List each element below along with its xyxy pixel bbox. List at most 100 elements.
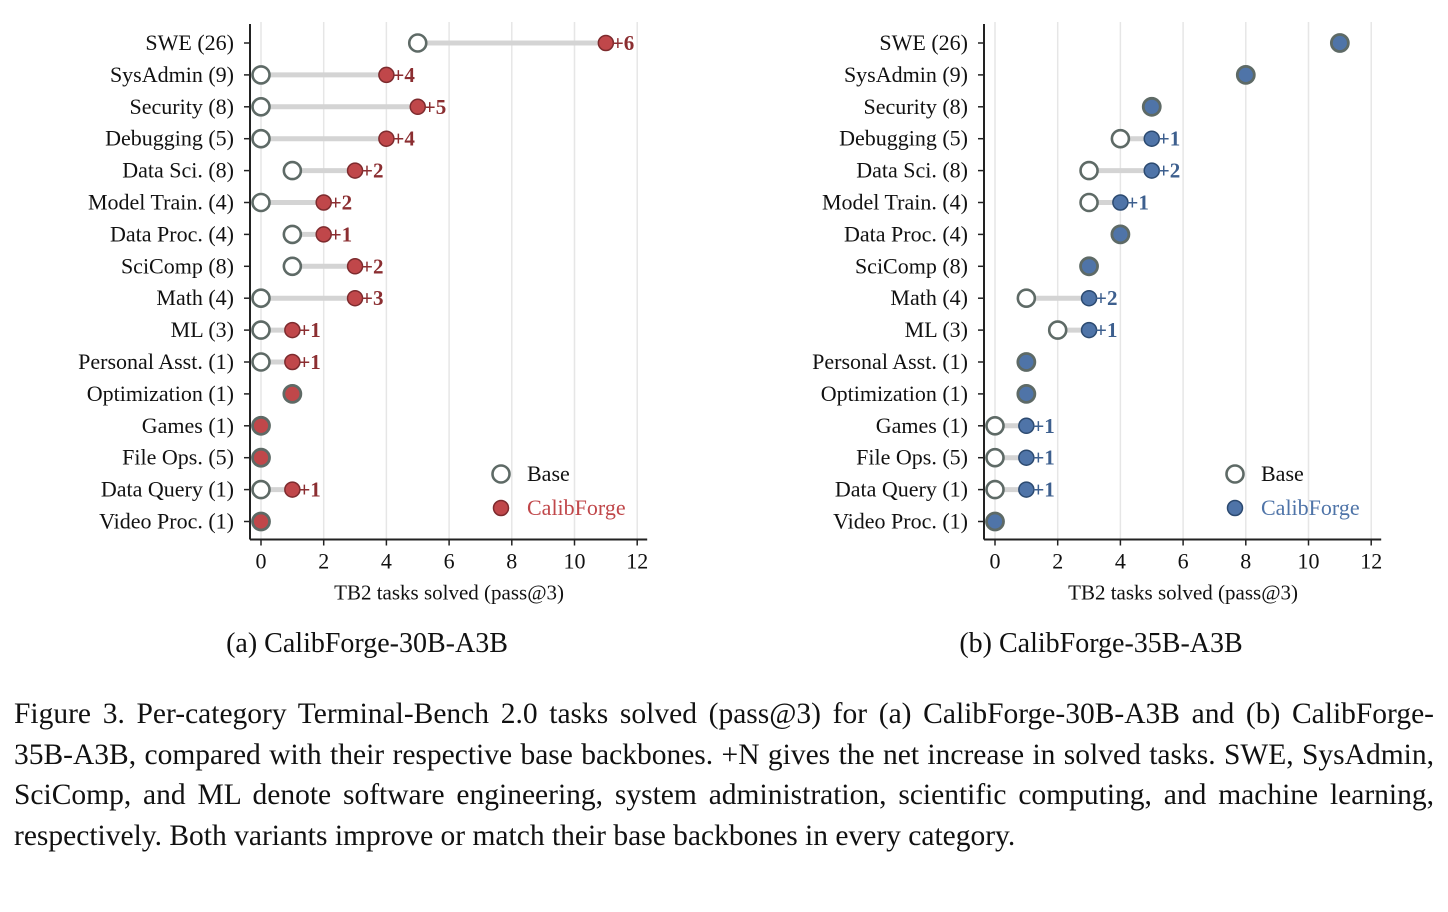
gain-label-a-1: +4: [392, 63, 415, 87]
grid-a: [260, 22, 638, 540]
category-label-a-1: SysAdmin (9): [110, 62, 234, 87]
calibforge-point-b-9: [1080, 321, 1098, 339]
legend-base-label-b: Base: [1261, 461, 1304, 486]
base-point-b-5: [1079, 192, 1099, 213]
gain-label-b-14: +1: [1032, 478, 1054, 502]
category-label-b-3: Debugging (5): [839, 126, 968, 151]
gain-label-b-12: +1: [1032, 414, 1054, 438]
category-label-b-14: Data Query (1): [835, 477, 968, 502]
calibforge-point-b-5: [1112, 194, 1129, 211]
base-point-b-8: [1016, 288, 1037, 309]
base-point-a-10: [251, 352, 271, 372]
calibforge-point-a-6: [315, 226, 332, 243]
base-point-b-14: [985, 479, 1005, 500]
x-tick-label-a-3: 6: [444, 549, 455, 574]
x-tick-label-a-1: 2: [318, 549, 329, 574]
base-point-b-3: [1110, 128, 1131, 149]
x-tick-label-b-5: 10: [1298, 549, 1320, 574]
category-label-a-6: Data Proc. (4): [110, 221, 234, 246]
base-point-a-4: [282, 160, 303, 181]
gain-label-b-5: +1: [1126, 191, 1148, 215]
calibforge-point-b-11: [1016, 383, 1037, 404]
gain-label-b-3: +1: [1158, 127, 1180, 151]
figure-caption: Figure 3. Per-category Terminal-Bench 2.…: [14, 698, 1434, 852]
category-label-a-11: Optimization (1): [87, 381, 234, 406]
calibforge-point-b-0: [1329, 33, 1350, 53]
calibforge-point-a-0: [597, 34, 615, 52]
category-label-a-2: Security (8): [130, 94, 234, 119]
legend-calibforge-label-a: CalibForge: [527, 495, 626, 520]
base-point-b-12: [985, 415, 1005, 436]
gain-label-a-2: +5: [424, 95, 446, 119]
calibforge-point-a-2: [409, 98, 426, 116]
category-label-a-10: Personal Asst. (1): [78, 349, 234, 374]
category-label-a-5: Model Train. (4): [88, 190, 234, 215]
calibforge-point-a-7: [346, 258, 364, 275]
calibforge-point-b-4: [1143, 162, 1160, 179]
category-label-b-11: Optimization (1): [821, 381, 968, 406]
legend-calibforge-label-b: CalibForge: [1261, 495, 1360, 520]
gain-label-a-5: +2: [330, 191, 352, 215]
category-label-a-8: Math (4): [156, 285, 234, 310]
calibforge-point-a-12: [251, 415, 271, 436]
base-point-b-4: [1079, 160, 1099, 181]
calibforge-point-b-10: [1016, 352, 1037, 372]
calibforge-point-a-11: [282, 383, 303, 404]
category-label-b-4: Data Sci. (8): [856, 158, 968, 183]
dumbbell-chart-a: 0 2 4 6 8 10 12 TB2 tasks solved (pass@3) SWE (2…: [78, 22, 648, 605]
calibforge-point-b-7: [1079, 256, 1099, 277]
chart-panel-b: 0 2 4 6 8 10 12 TB2 tasks solved (pass@3) SWE (2…: [734, 0, 1448, 620]
calibforge-point-a-9: [284, 321, 301, 339]
gain-label-a-6: +1: [330, 222, 352, 246]
calibforge-point-a-15: [251, 511, 271, 532]
calibforge-point-a-13: [251, 447, 271, 468]
base-point-a-1: [251, 65, 271, 85]
gain-label-a-10: +1: [298, 350, 320, 374]
calibforge-point-a-5: [315, 194, 332, 211]
category-label-b-7: SciComp (8): [855, 253, 968, 278]
chart-panel-a: 0 2 4 6 8 10 12 TB2 tasks solved (pass@3) SWE (2…: [0, 0, 734, 620]
category-label-a-0: SWE (26): [145, 30, 234, 55]
x-tick-label-b-4: 8: [1240, 549, 1251, 574]
calibforge-point-a-8: [346, 289, 364, 307]
calibforge-point-b-8: [1080, 289, 1098, 307]
base-point-b-13: [985, 447, 1005, 468]
category-label-a-15: Video Proc. (1): [99, 509, 234, 534]
gain-label-a-0: +6: [612, 31, 634, 55]
x-axis-label-b: TB2 tasks solved (pass@3): [1068, 581, 1298, 605]
gain-label-a-7: +2: [361, 254, 383, 278]
x-tick-label-a-2: 4: [381, 549, 392, 574]
x-tick-label-b-0: 0: [990, 549, 1001, 574]
calibforge-point-a-1: [378, 66, 395, 84]
x-tick-label-b-2: 4: [1115, 549, 1126, 574]
gain-label-b-9: +1: [1095, 318, 1117, 342]
calibforge-point-a-4: [346, 162, 364, 179]
calibforge-point-b-14: [1018, 481, 1035, 498]
category-label-a-4: Data Sci. (8): [122, 158, 234, 183]
calibforge-point-a-3: [378, 130, 395, 147]
base-point-b-9: [1047, 320, 1068, 340]
category-label-b-9: ML (3): [905, 317, 968, 342]
base-point-a-5: [251, 192, 271, 213]
calibforge-point-b-2: [1141, 96, 1162, 117]
category-label-b-6: Data Proc. (4): [844, 221, 968, 246]
category-label-b-12: Games (1): [876, 413, 968, 438]
x-tick-label-a-5: 10: [564, 549, 586, 574]
base-point-a-6: [282, 224, 303, 245]
base-point-a-8: [251, 288, 271, 309]
x-tick-label-b-1: 2: [1052, 549, 1063, 574]
calibforge-point-b-13: [1018, 449, 1035, 466]
category-label-a-13: File Ops. (5): [122, 445, 234, 470]
legend-calibforge-marker-b: [1226, 499, 1244, 517]
grid-b: [994, 22, 1372, 540]
category-label-a-14: Data Query (1): [101, 477, 234, 502]
calibforge-point-b-3: [1143, 130, 1160, 147]
category-label-b-2: Security (8): [864, 94, 968, 119]
gain-label-a-9: +1: [298, 318, 320, 342]
gain-label-b-4: +2: [1158, 159, 1180, 183]
category-label-b-13: File Ops. (5): [856, 445, 968, 470]
category-label-b-15: Video Proc. (1): [833, 509, 968, 534]
calibforge-point-b-12: [1018, 417, 1035, 435]
dumbbell-chart-b: 0 2 4 6 8 10 12 TB2 tasks solved (pass@3) SWE (2…: [812, 22, 1382, 605]
x-tick-label-b-6: 12: [1360, 549, 1382, 574]
